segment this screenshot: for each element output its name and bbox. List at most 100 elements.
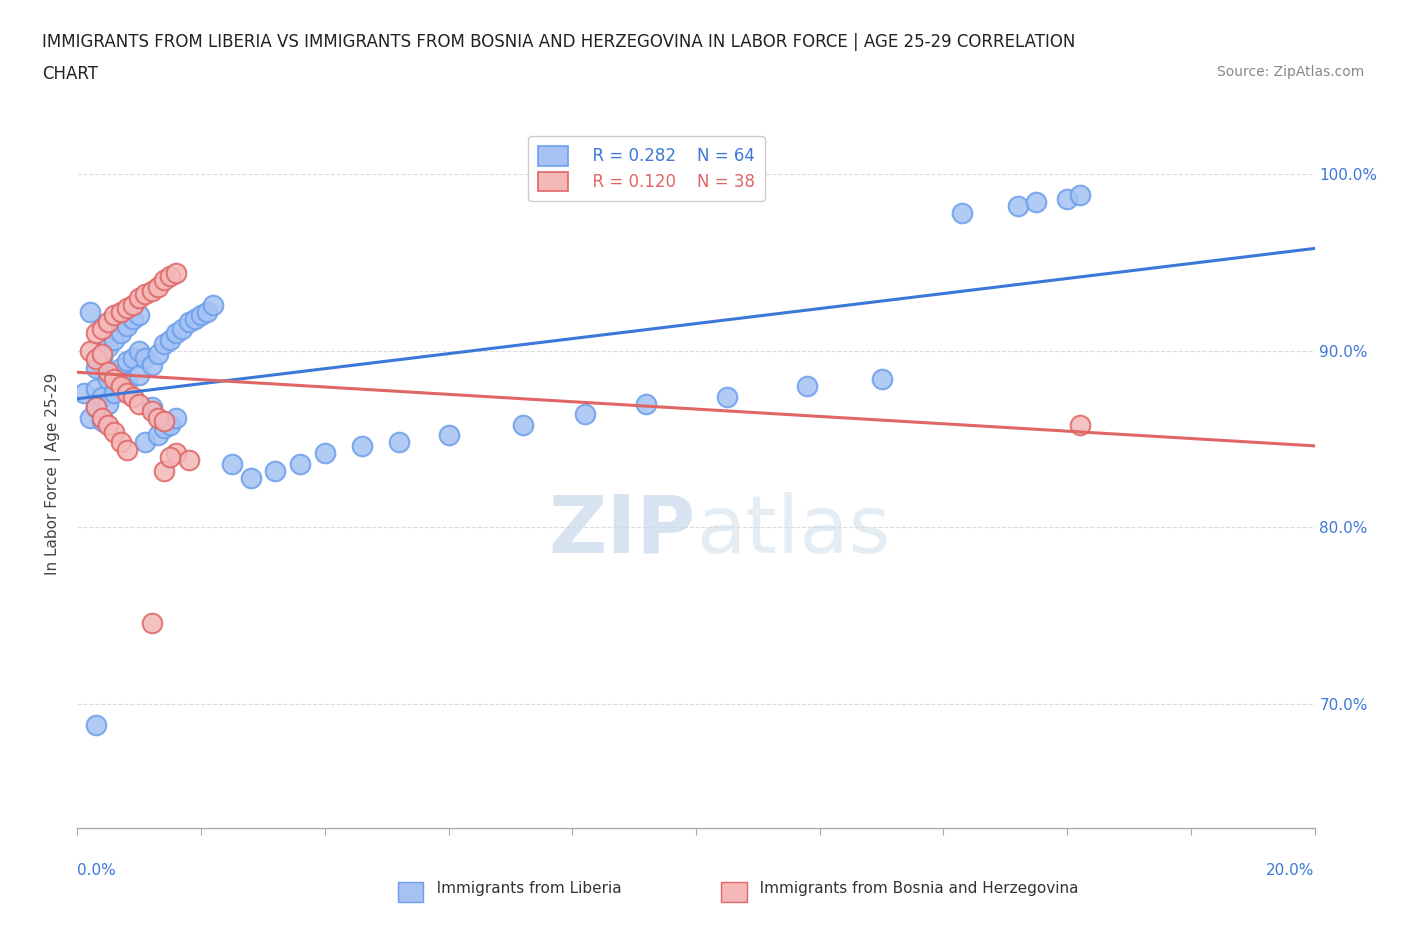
Point — [288, 457, 311, 472]
Point — [134, 351, 156, 365]
Point — [153, 421, 176, 436]
Point — [115, 386, 138, 401]
Point — [84, 400, 107, 415]
Point — [97, 365, 120, 379]
Point — [350, 439, 373, 454]
Text: Immigrants from Liberia: Immigrants from Liberia — [422, 881, 621, 896]
Point — [1069, 188, 1091, 203]
Point — [84, 352, 107, 367]
Text: Source: ZipAtlas.com: Source: ZipAtlas.com — [1216, 65, 1364, 79]
Text: ZIP: ZIP — [548, 492, 696, 570]
Point — [97, 315, 120, 330]
Point — [716, 389, 738, 404]
Text: atlas: atlas — [696, 492, 890, 570]
Point — [122, 298, 145, 312]
Point — [202, 298, 225, 312]
Point — [122, 389, 145, 404]
Point — [141, 400, 163, 415]
Point — [165, 265, 187, 280]
Point — [110, 361, 132, 376]
Point — [195, 304, 218, 319]
Point — [221, 457, 243, 472]
Point — [103, 386, 125, 401]
Text: CHART: CHART — [42, 65, 98, 83]
Point — [128, 308, 150, 323]
Point — [122, 351, 145, 365]
Legend:   R = 0.282    N = 64,   R = 0.120    N = 38: R = 0.282 N = 64, R = 0.120 N = 38 — [529, 137, 765, 202]
Point — [165, 410, 187, 425]
Point — [97, 396, 120, 411]
Point — [128, 343, 150, 358]
Point — [146, 347, 169, 362]
Point — [103, 371, 125, 386]
Point — [91, 351, 114, 365]
Point — [110, 379, 132, 393]
Point — [636, 396, 658, 411]
Point — [103, 308, 125, 323]
Point — [146, 280, 169, 295]
Point — [950, 206, 973, 220]
Point — [84, 400, 107, 415]
Point — [84, 361, 107, 376]
Point — [184, 312, 207, 326]
Point — [110, 304, 132, 319]
Point — [141, 357, 163, 372]
Y-axis label: In Labor Force | Age 25-29: In Labor Force | Age 25-29 — [45, 373, 62, 576]
Point — [134, 286, 156, 301]
Point — [177, 315, 200, 330]
Point — [141, 616, 163, 631]
Point — [115, 375, 138, 390]
Point — [79, 304, 101, 319]
Point — [115, 353, 138, 368]
Point — [103, 424, 125, 439]
Point — [115, 318, 138, 333]
Point — [84, 326, 107, 340]
Point — [103, 368, 125, 383]
Point — [110, 326, 132, 340]
Point — [97, 371, 120, 386]
Point — [91, 410, 114, 425]
Point — [91, 389, 114, 404]
Point — [110, 435, 132, 450]
Point — [115, 300, 138, 315]
Point — [1025, 194, 1047, 209]
Point — [153, 414, 176, 429]
Point — [128, 290, 150, 305]
Point — [128, 368, 150, 383]
Point — [79, 410, 101, 425]
Point — [141, 283, 163, 298]
Point — [1007, 198, 1029, 213]
Point — [388, 435, 411, 450]
Point — [159, 269, 181, 284]
Point — [134, 435, 156, 450]
Point — [141, 404, 163, 418]
Point — [239, 471, 262, 485]
Point — [91, 347, 114, 362]
Point — [72, 386, 94, 401]
Point — [84, 382, 107, 397]
Text: IMMIGRANTS FROM LIBERIA VS IMMIGRANTS FROM BOSNIA AND HERZEGOVINA IN LABOR FORCE: IMMIGRANTS FROM LIBERIA VS IMMIGRANTS FR… — [42, 33, 1076, 50]
Text: Immigrants from Bosnia and Herzegovina: Immigrants from Bosnia and Herzegovina — [745, 881, 1078, 896]
Point — [91, 414, 114, 429]
Point — [159, 333, 181, 348]
Point — [146, 410, 169, 425]
Point — [512, 418, 534, 432]
Point — [264, 463, 287, 478]
Point — [165, 326, 187, 340]
Point — [153, 336, 176, 351]
Point — [110, 379, 132, 393]
Point — [870, 371, 893, 386]
Point — [146, 428, 169, 443]
Point — [91, 322, 114, 337]
Point — [177, 453, 200, 468]
Point — [115, 442, 138, 457]
Point — [97, 418, 120, 432]
Point — [159, 449, 181, 464]
Point — [79, 343, 101, 358]
Point — [165, 445, 187, 460]
Point — [103, 333, 125, 348]
Point — [314, 445, 336, 460]
Point — [437, 428, 460, 443]
Point — [122, 312, 145, 326]
Point — [153, 463, 176, 478]
